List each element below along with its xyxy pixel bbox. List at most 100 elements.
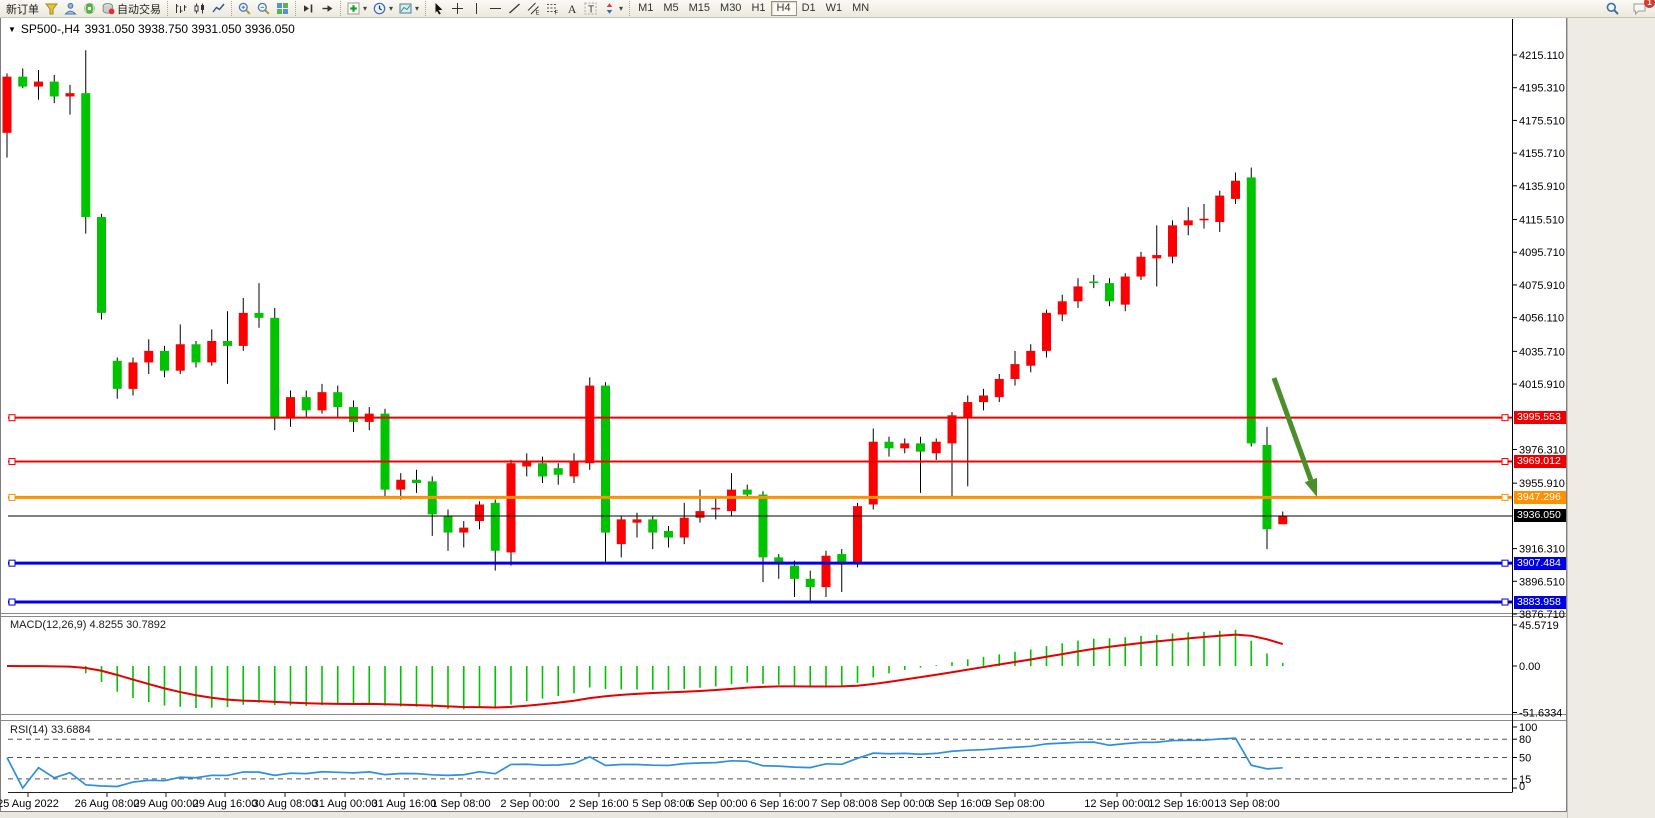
candle[interactable] <box>679 517 689 538</box>
arrows-tool-button[interactable]: ▾ <box>600 1 626 16</box>
bar-chart-button[interactable] <box>171 1 190 16</box>
tile-windows-button[interactable] <box>273 1 292 16</box>
tf-h1-button[interactable]: H1 <box>746 2 770 15</box>
candle[interactable] <box>301 397 311 411</box>
candle[interactable] <box>1215 195 1225 223</box>
candle[interactable] <box>538 463 547 477</box>
candle[interactable] <box>506 463 516 553</box>
candle[interactable] <box>1262 445 1272 530</box>
candle[interactable] <box>664 530 673 538</box>
candle[interactable] <box>916 443 925 452</box>
chart-window[interactable] <box>0 17 1567 812</box>
fibonacci-tool-button[interactable]: F <box>543 1 562 16</box>
candle[interactable] <box>207 340 217 363</box>
candle[interactable] <box>97 217 106 313</box>
candle[interactable] <box>1010 364 1020 379</box>
candle[interactable] <box>349 407 358 422</box>
candle[interactable] <box>238 312 248 346</box>
candle[interactable] <box>18 76 28 87</box>
candle[interactable] <box>128 362 138 389</box>
crosshair-tool-button[interactable] <box>448 1 467 16</box>
tf-d1-button[interactable]: D1 <box>797 2 821 15</box>
candle[interactable] <box>380 413 390 490</box>
collapse-triangle-icon[interactable]: ▼ <box>8 24 16 34</box>
candle[interactable] <box>443 516 453 533</box>
candle[interactable] <box>774 557 784 564</box>
chevron-down-icon[interactable]: ▾ <box>363 4 368 13</box>
candle[interactable] <box>1231 180 1240 199</box>
candle[interactable] <box>868 441 878 505</box>
community-button[interactable] <box>61 1 80 16</box>
cursor-tool-button[interactable] <box>429 1 448 16</box>
candle[interactable] <box>2 76 12 133</box>
text-tool-button[interactable]: A <box>562 1 581 16</box>
candle[interactable] <box>81 93 91 218</box>
candle[interactable] <box>490 502 500 551</box>
market-funnel-button[interactable] <box>42 1 61 16</box>
autotrading-button[interactable]: 自动交易 <box>99 1 164 16</box>
candle[interactable] <box>1183 220 1193 226</box>
zoom-out-button[interactable] <box>254 1 273 16</box>
line-handle[interactable] <box>1501 493 1509 501</box>
chevron-down-icon[interactable]: ▾ <box>415 4 420 13</box>
candle[interactable] <box>522 461 532 467</box>
candle[interactable] <box>191 344 201 363</box>
candle[interactable] <box>1057 301 1067 315</box>
line-handle[interactable] <box>8 458 16 466</box>
templates-button[interactable]: ▾ <box>396 1 422 16</box>
candle[interactable] <box>412 479 421 484</box>
candle[interactable] <box>601 385 610 533</box>
label-tool-button[interactable]: T <box>581 1 600 16</box>
candle[interactable] <box>711 507 721 510</box>
candle[interactable] <box>569 461 579 477</box>
candle[interactable] <box>821 555 831 588</box>
candle[interactable] <box>979 395 988 403</box>
tf-m15-button[interactable]: M15 <box>684 2 715 15</box>
search-button[interactable] <box>1603 1 1622 16</box>
line-handle[interactable] <box>8 598 16 606</box>
tf-m1-button[interactable]: M1 <box>633 2 658 15</box>
candle[interactable] <box>727 489 736 512</box>
candle[interactable] <box>900 443 910 449</box>
candle[interactable] <box>742 489 752 495</box>
candle[interactable] <box>475 504 484 522</box>
candle[interactable] <box>144 350 154 363</box>
candle[interactable] <box>34 81 43 87</box>
macd-pane[interactable] <box>6 629 1284 710</box>
line-handle[interactable] <box>1501 559 1509 567</box>
candle[interactable] <box>49 81 59 97</box>
horizontal-line-tool-button[interactable] <box>486 1 505 16</box>
candle[interactable] <box>1136 256 1146 277</box>
line-handle[interactable] <box>1501 598 1509 606</box>
tf-mn-button[interactable]: MN <box>847 2 874 15</box>
candle[interactable] <box>1120 276 1130 305</box>
candle[interactable] <box>317 392 327 411</box>
down-arrow-annotation[interactable] <box>1271 377 1317 497</box>
tf-m30-button[interactable]: M30 <box>715 2 746 15</box>
line-chart-button[interactable] <box>209 1 228 16</box>
line-handle[interactable] <box>1501 414 1509 422</box>
tf-m5-button[interactable]: M5 <box>658 2 683 15</box>
rsi-pane[interactable] <box>6 737 1512 790</box>
signals-button[interactable] <box>80 1 99 16</box>
candle[interactable] <box>1199 218 1209 221</box>
candle[interactable] <box>1278 515 1288 525</box>
vertical-line-tool-button[interactable] <box>467 1 486 16</box>
candle[interactable] <box>994 378 1004 398</box>
line-handle[interactable] <box>8 493 16 501</box>
candle[interactable] <box>585 385 595 464</box>
candle[interactable] <box>1042 312 1051 351</box>
candle[interactable] <box>270 317 280 419</box>
candle[interactable] <box>459 527 469 533</box>
candle[interactable] <box>112 360 122 389</box>
candle[interactable] <box>837 554 847 563</box>
candle[interactable] <box>1246 177 1256 444</box>
candle[interactable] <box>616 519 626 545</box>
candle[interactable] <box>758 494 768 558</box>
candle[interactable] <box>175 344 185 371</box>
candle[interactable] <box>396 479 406 490</box>
candle[interactable] <box>1073 286 1083 302</box>
tf-w1-button[interactable]: W1 <box>821 2 848 15</box>
candle[interactable] <box>648 519 658 533</box>
